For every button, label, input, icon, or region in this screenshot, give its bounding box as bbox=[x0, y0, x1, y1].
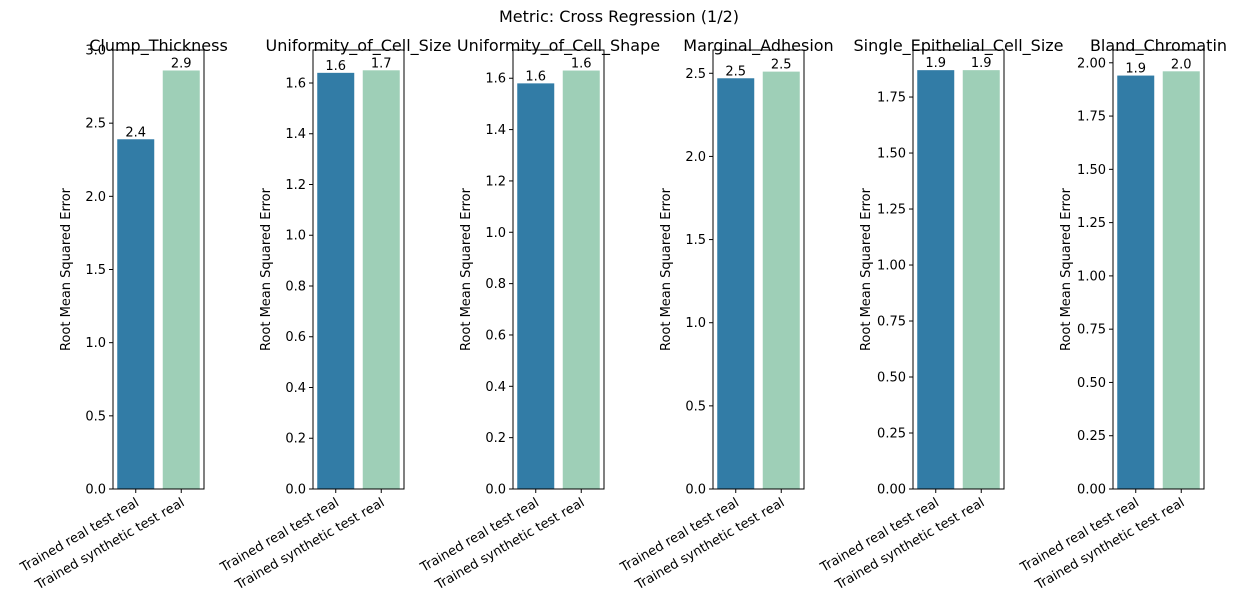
y-tick-label: 0.8 bbox=[285, 279, 306, 294]
y-tick-label: 1.00 bbox=[1077, 269, 1106, 284]
y-tick-label: 0.5 bbox=[685, 399, 706, 414]
subplot-title: Marginal_Adhesion bbox=[683, 36, 833, 56]
axes-frame bbox=[512, 49, 605, 490]
y-tick-label: 0.8 bbox=[485, 277, 506, 292]
y-tick-label: 0.0 bbox=[685, 483, 706, 498]
subplot-title: Bland_Chromatin bbox=[1090, 36, 1227, 56]
y-tick-label: 2.00 bbox=[1077, 56, 1106, 71]
y-tick-label: 2.0 bbox=[85, 190, 106, 205]
y-tick-label: 0.25 bbox=[877, 427, 906, 442]
y-tick-label: 1.4 bbox=[485, 123, 506, 138]
axes-frame bbox=[712, 49, 805, 490]
y-tick-label: 1.50 bbox=[877, 147, 906, 162]
bar-data-label: 1.7 bbox=[371, 56, 392, 71]
y-axis-label: Root Mean Squared Error bbox=[659, 187, 674, 351]
subplot-title: Clump_Thickness bbox=[89, 36, 228, 56]
y-tick-label: 1.50 bbox=[1077, 163, 1106, 178]
y-tick-label: 1.5 bbox=[85, 263, 106, 278]
y-tick-label: 2.0 bbox=[685, 150, 706, 165]
bar-trained-real bbox=[317, 72, 355, 490]
y-tick-label: 0.50 bbox=[1077, 376, 1106, 391]
y-tick-label: 0.4 bbox=[285, 381, 306, 396]
figure-title: Metric: Cross Regression (1/2) bbox=[499, 7, 739, 26]
bar-trained-real bbox=[917, 70, 955, 489]
bar-trained-real bbox=[517, 83, 555, 489]
y-tick-label: 1.2 bbox=[485, 174, 506, 189]
y-tick-label: 1.75 bbox=[1077, 110, 1106, 125]
y-tick-label: 1.6 bbox=[485, 72, 506, 87]
bar-trained-synthetic bbox=[362, 70, 400, 490]
subplot-title: Single_Epithelial_Cell_Size bbox=[853, 36, 1063, 56]
y-axis-label: Root Mean Squared Error bbox=[59, 187, 74, 351]
y-tick-label: 1.25 bbox=[1077, 216, 1106, 231]
y-tick-label: 1.0 bbox=[285, 229, 306, 244]
y-tick-label: 1.4 bbox=[285, 127, 306, 142]
y-tick-label: 1.25 bbox=[877, 203, 906, 218]
y-tick-label: 2.5 bbox=[85, 117, 106, 132]
y-axis-label: Root Mean Squared Error bbox=[1059, 187, 1074, 351]
y-tick-label: 0.75 bbox=[877, 315, 906, 330]
bar-trained-synthetic bbox=[162, 70, 200, 489]
y-tick-label: 1.2 bbox=[285, 178, 306, 193]
y-tick-label: 1.00 bbox=[877, 259, 906, 274]
bar-data-label: 1.9 bbox=[925, 56, 946, 71]
bar-data-label: 1.9 bbox=[971, 56, 992, 71]
y-tick-label: 0.50 bbox=[877, 371, 906, 386]
axes-frame bbox=[1112, 49, 1205, 490]
bar-trained-real bbox=[1117, 75, 1155, 489]
y-tick-label: 0.6 bbox=[285, 330, 306, 345]
bar-data-label: 2.5 bbox=[725, 64, 746, 79]
y-tick-label: 1.0 bbox=[485, 226, 506, 241]
bar-trained-synthetic bbox=[962, 70, 1000, 489]
y-tick-label: 1.0 bbox=[85, 336, 106, 351]
y-tick-label: 0.6 bbox=[485, 328, 506, 343]
bar-data-label: 2.4 bbox=[125, 125, 146, 140]
y-tick-label: 1.0 bbox=[685, 316, 706, 331]
axes-frame bbox=[312, 49, 405, 490]
bar-data-label: 1.6 bbox=[571, 57, 592, 72]
y-axis-label: Root Mean Squared Error bbox=[859, 187, 874, 351]
bar-data-label: 1.6 bbox=[525, 69, 546, 84]
y-tick-label: 1.5 bbox=[685, 233, 706, 248]
y-tick-label: 0.0 bbox=[85, 483, 106, 498]
y-tick-label: 0.2 bbox=[485, 431, 506, 446]
y-tick-label: 0.0 bbox=[285, 483, 306, 498]
y-tick-label: 3.0 bbox=[85, 44, 106, 59]
y-tick-label: 1.6 bbox=[285, 76, 306, 91]
bar-trained-synthetic bbox=[1162, 71, 1200, 490]
y-tick-label: 0.2 bbox=[285, 432, 306, 447]
y-tick-label: 0.00 bbox=[877, 483, 906, 498]
bar-trained-synthetic bbox=[762, 71, 800, 489]
subplot-title: Uniformity_of_Cell_Size bbox=[266, 36, 452, 56]
bar-data-label: 1.9 bbox=[1125, 62, 1146, 77]
bar-data-label: 2.5 bbox=[771, 58, 792, 73]
y-tick-label: 0.5 bbox=[85, 409, 106, 424]
bar-data-label: 2.9 bbox=[171, 56, 192, 71]
y-axis-label: Root Mean Squared Error bbox=[459, 187, 474, 351]
bar-trained-real bbox=[117, 139, 155, 489]
bar-trained-synthetic bbox=[562, 70, 600, 489]
y-tick-label: 0.75 bbox=[1077, 323, 1106, 338]
axes-frame bbox=[912, 49, 1005, 490]
bar-data-label: 2.0 bbox=[1171, 57, 1192, 72]
y-tick-label: 0.0 bbox=[485, 483, 506, 498]
y-tick-label: 2.5 bbox=[685, 67, 706, 82]
subplot-title: Uniformity_of_Cell_Shape bbox=[457, 36, 660, 56]
y-axis-label: Root Mean Squared Error bbox=[259, 187, 274, 351]
bar-data-label: 1.6 bbox=[325, 59, 346, 74]
y-tick-label: 0.00 bbox=[1077, 483, 1106, 498]
y-tick-label: 1.75 bbox=[877, 91, 906, 106]
bar-trained-real bbox=[717, 78, 755, 490]
y-tick-label: 0.25 bbox=[1077, 429, 1106, 444]
y-tick-label: 0.4 bbox=[485, 380, 506, 395]
